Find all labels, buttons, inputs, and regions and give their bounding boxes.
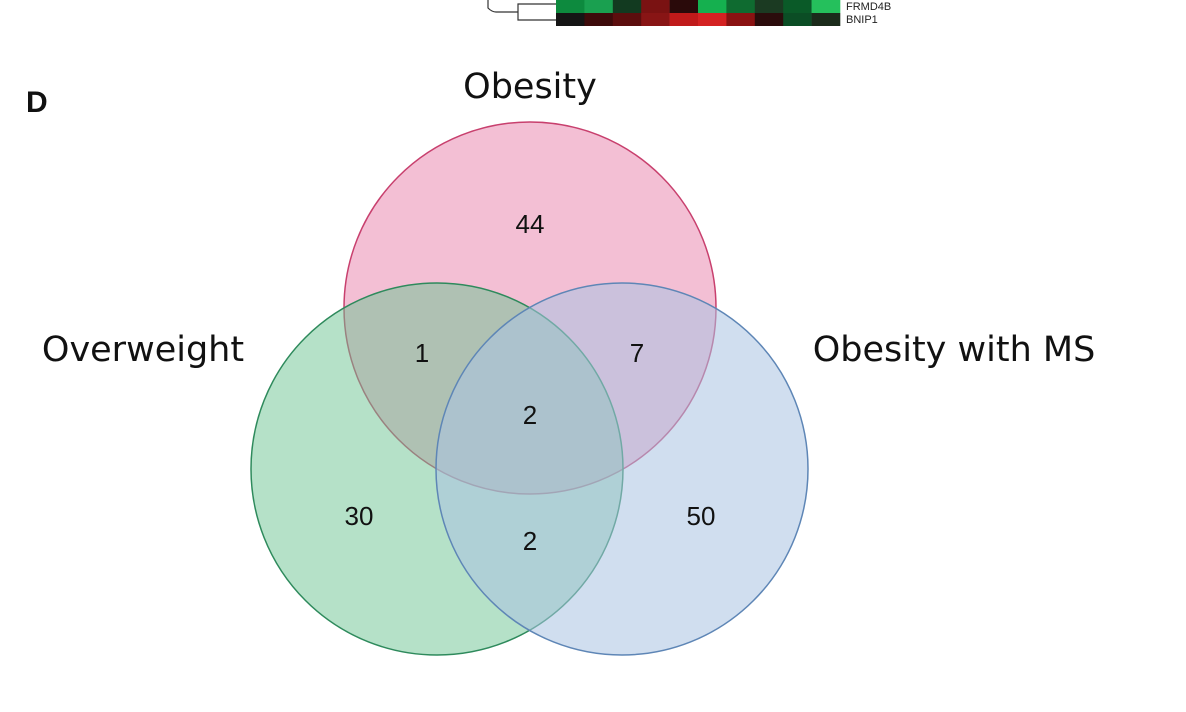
gene-label-bnip1: BNIP1 bbox=[846, 14, 878, 26]
heatmap-cell bbox=[754, 0, 784, 13]
count-obesity-only: 44 bbox=[516, 209, 545, 239]
heatmap-cell bbox=[698, 13, 727, 26]
obesity-with-ms-set-circle bbox=[435, 282, 809, 656]
count-obesity-overweight: 1 bbox=[415, 338, 429, 368]
heatmap-cell bbox=[811, 0, 841, 13]
heatmap-cell bbox=[584, 13, 614, 26]
heatmap-cell bbox=[726, 0, 756, 13]
heatmap-cell bbox=[669, 13, 699, 26]
heatmap-cell bbox=[754, 13, 784, 26]
heatmap-cell bbox=[641, 13, 670, 26]
obesity-with-ms-set-label: Obesity with MS bbox=[813, 330, 1096, 370]
heatmap-cell bbox=[584, 0, 614, 13]
overweight-set-label: Overweight bbox=[42, 330, 244, 370]
heatmap-fragment: FRMD4B BNIP1 bbox=[487, 0, 891, 26]
heatmap-cell bbox=[783, 13, 812, 26]
gene-label-frmd4b: FRMD4B bbox=[846, 1, 891, 13]
count-ms-only: 50 bbox=[687, 501, 716, 531]
heatmap-cell bbox=[556, 0, 585, 13]
count-overweight-ms: 2 bbox=[523, 526, 537, 556]
obesity-set-label: Obesity bbox=[463, 67, 597, 107]
count-obesity-ms: 7 bbox=[630, 338, 644, 368]
heatmap-cell bbox=[811, 13, 841, 26]
panel-letter: D bbox=[26, 86, 48, 119]
heatmap-cell bbox=[783, 0, 812, 13]
count-overweight-only: 30 bbox=[345, 501, 374, 531]
heatmap-cell bbox=[612, 13, 642, 26]
heatmap-cell bbox=[726, 13, 756, 26]
heatmap-cell bbox=[698, 0, 727, 13]
heatmap-cell bbox=[641, 0, 670, 13]
heatmap-cell bbox=[612, 0, 642, 13]
count-all-three: 2 bbox=[523, 400, 537, 430]
heatmap-cells bbox=[556, 0, 841, 26]
heatmap-cell bbox=[669, 0, 699, 13]
heatmap-cell bbox=[556, 13, 585, 26]
dendrogram-branch bbox=[487, 0, 556, 21]
